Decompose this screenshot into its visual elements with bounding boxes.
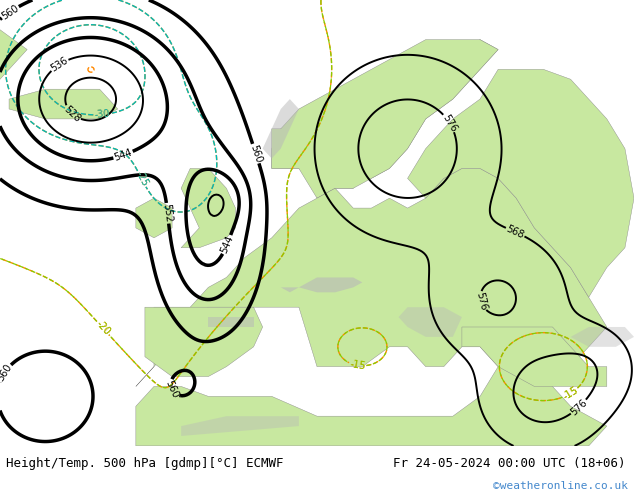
Text: -15: -15 <box>349 359 366 371</box>
Polygon shape <box>9 89 118 119</box>
Polygon shape <box>136 367 607 446</box>
Text: 544: 544 <box>219 234 235 255</box>
Text: 544: 544 <box>113 147 134 163</box>
Text: -15: -15 <box>561 385 579 402</box>
Text: -25: -25 <box>134 170 150 188</box>
Polygon shape <box>462 327 607 387</box>
Text: 576: 576 <box>474 291 488 312</box>
Polygon shape <box>281 277 362 293</box>
Text: 560: 560 <box>0 362 14 383</box>
Text: -30: -30 <box>94 109 110 120</box>
Polygon shape <box>571 327 634 347</box>
Polygon shape <box>181 416 299 436</box>
Text: -15: -15 <box>561 385 579 402</box>
Text: -20: -20 <box>94 319 112 337</box>
Text: -20: -20 <box>94 319 112 337</box>
Polygon shape <box>272 40 498 198</box>
Text: 576: 576 <box>569 397 589 417</box>
Polygon shape <box>136 169 607 387</box>
Text: 560: 560 <box>0 2 20 21</box>
Text: ©weatheronline.co.uk: ©weatheronline.co.uk <box>493 481 628 490</box>
Text: Fr 24-05-2024 00:00 UTC (18+06): Fr 24-05-2024 00:00 UTC (18+06) <box>393 457 626 470</box>
Text: 576: 576 <box>441 112 458 133</box>
Polygon shape <box>209 317 254 327</box>
Polygon shape <box>408 70 634 297</box>
Text: -25: -25 <box>134 170 150 188</box>
Polygon shape <box>0 20 27 148</box>
Polygon shape <box>262 99 299 159</box>
Text: 568: 568 <box>505 223 526 241</box>
Text: -30: -30 <box>94 109 110 120</box>
Text: 528: 528 <box>62 104 82 123</box>
Text: 560: 560 <box>248 143 263 164</box>
Polygon shape <box>136 198 172 238</box>
Text: Height/Temp. 500 hPa [gdmp][°C] ECMWF: Height/Temp. 500 hPa [gdmp][°C] ECMWF <box>6 457 284 470</box>
Polygon shape <box>181 169 235 248</box>
Polygon shape <box>145 307 262 376</box>
Polygon shape <box>272 40 498 198</box>
Text: 552: 552 <box>162 203 174 223</box>
Polygon shape <box>399 307 462 337</box>
Text: 536: 536 <box>49 55 70 74</box>
Text: 560: 560 <box>164 379 180 400</box>
Text: -15: -15 <box>349 359 366 371</box>
